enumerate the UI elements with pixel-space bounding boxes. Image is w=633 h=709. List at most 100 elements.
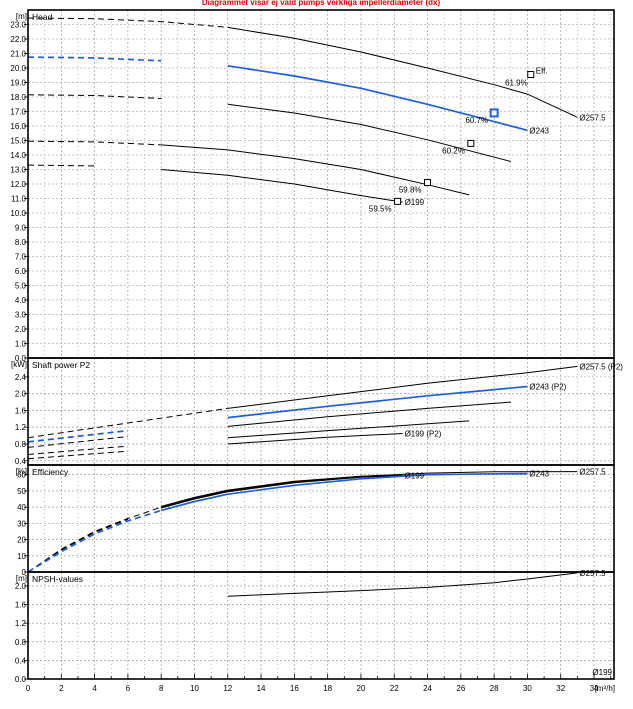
power-curve bbox=[227, 365, 578, 409]
y-tick-label: 0.8 bbox=[15, 440, 27, 449]
head-curve-dashed bbox=[27, 140, 162, 146]
y-tick-label: 1.6 bbox=[15, 406, 27, 415]
y-tick-label: 2.0 bbox=[15, 325, 27, 334]
y-tick-label: 12.0 bbox=[10, 180, 26, 189]
panel-title: Head bbox=[32, 12, 53, 22]
y-tick-label: 50 bbox=[17, 487, 26, 496]
x-tick-label: 14 bbox=[257, 684, 266, 693]
panel-frame bbox=[27, 571, 615, 680]
y-tick-label: 1.6 bbox=[15, 601, 27, 610]
efficiency-curve bbox=[161, 475, 403, 507]
head-curve bbox=[227, 103, 511, 162]
y-tick-label: 9.0 bbox=[15, 224, 27, 233]
x-tick-label: 4 bbox=[92, 684, 97, 693]
y-axis-unit: [%] bbox=[15, 467, 27, 476]
y-tick-label: 10 bbox=[17, 552, 26, 561]
x-axis-unit: [m³/h] bbox=[595, 684, 615, 693]
x-tick-label: 0 bbox=[26, 684, 31, 693]
header-note: Diagrammet visar ej vald pumps verkliga … bbox=[202, 0, 441, 7]
y-tick-label: 17.0 bbox=[10, 108, 26, 117]
power-curve bbox=[227, 420, 470, 439]
y-tick-label: 14.0 bbox=[10, 151, 26, 160]
y-tick-label: 0.4 bbox=[15, 457, 27, 466]
x-tick-label: 30 bbox=[523, 684, 532, 693]
power-curve-dashed bbox=[27, 445, 128, 455]
panel-frame bbox=[27, 357, 615, 466]
head-panel bbox=[24, 9, 615, 359]
panel-title: Shaft power P2 bbox=[32, 360, 90, 370]
efficiency-curve bbox=[160, 472, 528, 512]
power-curve-dashed bbox=[27, 429, 128, 443]
curve-label: Ø257.5 bbox=[579, 569, 606, 578]
corner-label: Ø199 bbox=[592, 668, 612, 677]
duty-point-label: Eff. bbox=[536, 67, 548, 76]
head-curve bbox=[227, 64, 528, 132]
head-curve-dashed bbox=[27, 164, 95, 167]
y-tick-label: 2.4 bbox=[15, 373, 27, 382]
y-axis-unit: [m] bbox=[16, 12, 27, 21]
y-tick-label: 60 bbox=[17, 471, 26, 480]
curve-label: Ø257.5 bbox=[579, 113, 606, 122]
efficiency-curve-dashed bbox=[27, 506, 162, 573]
y-tick-label: 0.0 bbox=[15, 354, 27, 363]
curve-label: Ø199 (P2) bbox=[405, 430, 442, 439]
x-tick-label: 24 bbox=[423, 684, 432, 693]
y-tick-label: 13.0 bbox=[10, 166, 26, 175]
curve-label: Ø243 bbox=[529, 470, 549, 479]
duty-point-label: 59.8% bbox=[399, 186, 422, 195]
x-tick-label: 28 bbox=[490, 684, 499, 693]
power-curve bbox=[227, 433, 403, 445]
y-tick-label: 0.4 bbox=[15, 656, 27, 665]
y-tick-label: 6.0 bbox=[15, 267, 27, 276]
power-curve-dashed bbox=[27, 436, 128, 448]
y-tick-label: 20 bbox=[17, 536, 26, 545]
duty-point-label: 59.5% bbox=[369, 204, 392, 213]
y-tick-label: 18.0 bbox=[10, 93, 26, 102]
y-tick-label: 15.0 bbox=[10, 137, 26, 146]
efficiency-curve-dashed bbox=[27, 518, 129, 573]
x-tick-label: 26 bbox=[456, 684, 465, 693]
y-tick-label: 0 bbox=[22, 568, 27, 577]
x-tick-label: 10 bbox=[190, 684, 199, 693]
x-tick-label: 32 bbox=[556, 684, 565, 693]
x-tick-label: 34 bbox=[590, 684, 599, 693]
duty-point-marker bbox=[489, 108, 499, 118]
power-curve-dashed bbox=[27, 450, 128, 460]
x-tick-label: 20 bbox=[357, 684, 366, 693]
npsh-panel bbox=[24, 571, 615, 680]
curve-label: Ø243 (P2) bbox=[529, 383, 566, 392]
efficiency-annotation: 61.9% bbox=[505, 79, 528, 88]
curve-label: Ø199 bbox=[405, 472, 425, 481]
efficiency-panel bbox=[24, 464, 615, 573]
panel-title: NPSH-values bbox=[32, 574, 83, 584]
curve-label: Ø243 bbox=[529, 126, 549, 135]
x-tick-label: 18 bbox=[323, 684, 332, 693]
npsh-curve bbox=[227, 572, 578, 597]
y-tick-label: 5.0 bbox=[15, 282, 27, 291]
x-tick-label: 8 bbox=[159, 684, 164, 693]
head-curve bbox=[161, 144, 470, 196]
panel-title: Efficiency bbox=[32, 467, 69, 477]
y-tick-label: 16.0 bbox=[10, 122, 26, 131]
y-axis-unit: [m] bbox=[16, 574, 27, 583]
y-tick-label: 1.2 bbox=[15, 423, 27, 432]
power-curve-dashed bbox=[27, 407, 228, 439]
duty-point-marker bbox=[424, 179, 432, 187]
y-tick-label: 3.0 bbox=[15, 311, 27, 320]
y-axis-unit: [kW] bbox=[11, 360, 27, 369]
duty-point-marker bbox=[527, 71, 535, 79]
x-tick-label: 2 bbox=[59, 684, 64, 693]
y-tick-label: 4.0 bbox=[15, 296, 27, 305]
power-curve bbox=[227, 385, 528, 419]
x-tick-label: 22 bbox=[390, 684, 399, 693]
head-curve bbox=[227, 26, 578, 118]
head-curve bbox=[161, 169, 403, 203]
x-tick-label: 12 bbox=[223, 684, 232, 693]
curve-label: Ø257.5 bbox=[579, 468, 606, 477]
y-tick-label: 30 bbox=[17, 519, 26, 528]
efficiency-curve-dashed bbox=[27, 509, 162, 573]
y-tick-label: 22.0 bbox=[10, 35, 26, 44]
y-tick-label: 0.8 bbox=[15, 638, 27, 647]
duty-point-marker bbox=[467, 139, 475, 147]
